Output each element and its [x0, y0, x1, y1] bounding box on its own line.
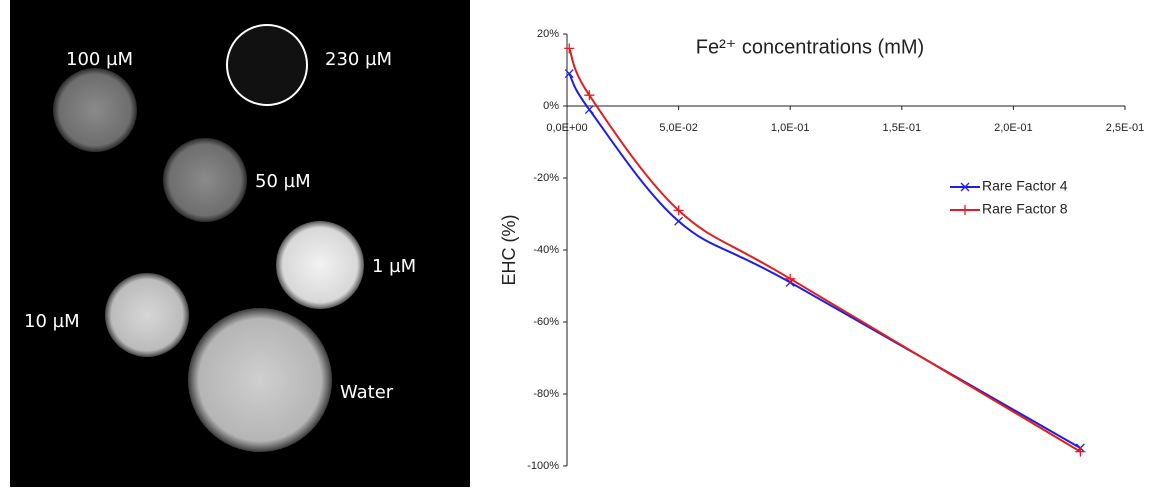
chart-title: Fe²⁺ concentrations (mM) [696, 36, 924, 58]
x-tick-label: 1,0E-01 [771, 122, 810, 134]
image-label: Water [340, 382, 394, 403]
marker [564, 43, 575, 54]
legend-marker [960, 182, 970, 192]
image-label: 50 µM [255, 171, 311, 192]
x-tick-label: 2,0E-01 [994, 122, 1033, 134]
y-tick-label: -100% [527, 460, 559, 472]
image-label: 1 µM [372, 256, 416, 277]
sample-230 [226, 24, 308, 106]
y-tick-label: -20% [533, 172, 559, 184]
y-tick-label: 0% [543, 100, 559, 112]
legend-marker [960, 205, 970, 215]
y-tick-label: -60% [533, 316, 559, 328]
marker [564, 69, 574, 79]
image-label: 100 µM [66, 49, 133, 70]
sample-water [188, 308, 332, 452]
marker [785, 273, 796, 284]
marker [1075, 446, 1086, 457]
y-axis-label: EHC (%) [499, 215, 519, 286]
y-tick-label: 20% [537, 28, 559, 40]
x-tick-label: 2,5E-01 [1106, 122, 1145, 134]
x-tick-label: 0,0E+00 [546, 122, 587, 134]
x-tick-label: 1,5E-01 [883, 122, 922, 134]
sample-1 [276, 221, 364, 309]
marker [673, 205, 684, 216]
legend-label: Rare Factor 8 [982, 201, 1068, 217]
legend-label: Rare Factor 4 [982, 178, 1068, 194]
marker [584, 90, 595, 101]
image-label: 230 µM [325, 49, 392, 70]
image-label: 10 µM [24, 311, 80, 332]
series-line [568, 48, 1081, 453]
y-tick-label: -80% [533, 388, 559, 400]
marker [584, 105, 594, 115]
x-tick-label: 5,0E-02 [659, 122, 698, 134]
sample-100 [53, 68, 137, 152]
marker [674, 216, 684, 226]
mri-image: 100 µM 230 µM 50 µM 1 µM 10 µM Water [10, 0, 470, 487]
sample-50 [163, 138, 247, 222]
sample-10 [105, 273, 189, 357]
chart: Fe²⁺ concentrations (mM) EHC (%) 20% 0% -2… [499, 28, 1145, 472]
y-tick-label: -40% [533, 244, 559, 256]
